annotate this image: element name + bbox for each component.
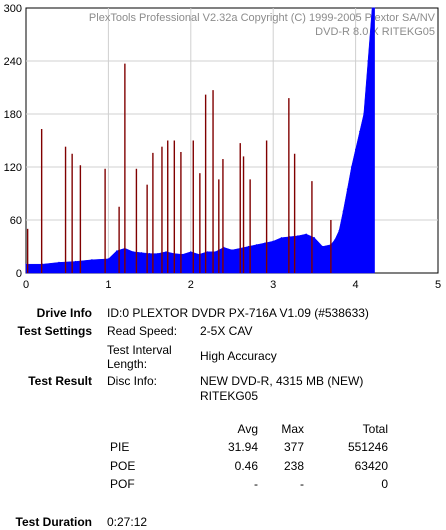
pie-point-17 (206, 251, 208, 253)
pie-point-3 (74, 260, 77, 263)
chart: PlexTools Professional V2.32a Copyright … (4, 3, 441, 291)
y-tick-labels: 0 60 120 180 240 300 (4, 3, 22, 280)
pie-point-9 (140, 252, 142, 254)
chart-svg: PlexTools Professional V2.32a Copyright … (4, 3, 441, 291)
read-speed-value: 2-5X CAV (200, 324, 253, 338)
y-tick-label-1: 60 (10, 215, 22, 227)
stats-row-pie-avg: 31.94 (227, 440, 258, 454)
stats-row-poe-avg: 0.46 (234, 459, 258, 473)
interval-label-line-1: Test Interval (107, 343, 172, 357)
pie-point-36 (346, 188, 348, 190)
stats-row-pof-max: - (300, 477, 304, 491)
x-tick-label-3: 3 (270, 279, 276, 291)
disc-info-value-line-2: RITEKG05 (200, 389, 259, 403)
stats-row-pof-avg: - (254, 477, 258, 491)
y-tick-label-0: 0 (16, 268, 22, 280)
y-tick-label-2: 120 (4, 162, 22, 174)
y-tick-label-4: 240 (4, 56, 22, 68)
test-settings-label: Test Settings (17, 324, 92, 338)
test-duration-label: Test Duration (15, 515, 92, 529)
stats-header-total: Total (362, 422, 388, 436)
pie-point-33 (334, 238, 336, 241)
pie-point-39 (359, 131, 361, 133)
pie-point-11 (157, 252, 159, 255)
stats-row-pof-name: POF (110, 477, 135, 491)
stats-row-pie-total: 551246 (347, 440, 388, 454)
pie-point-18 (214, 251, 217, 253)
stats-row-pie-name: PIE (110, 440, 130, 454)
pie-point-31 (322, 245, 324, 248)
pie-point-40 (363, 113, 365, 115)
pie-point-29 (305, 233, 307, 235)
pie-point-0 (25, 263, 27, 265)
pie-point-10 (149, 252, 151, 255)
drive-info-label: Drive Info (36, 306, 92, 320)
pie-point-4 (91, 259, 93, 261)
pie-point-28 (297, 235, 299, 237)
pie-point-30 (313, 237, 315, 239)
pie-point-12 (165, 251, 167, 253)
pie-point-23 (256, 244, 258, 246)
x-tick-label-4: 4 (353, 279, 359, 291)
pie-point-14 (181, 253, 184, 256)
test-result-label: Test Result (28, 374, 92, 388)
x-tick-label-5: 5 (435, 279, 441, 291)
pie-point-37 (350, 166, 353, 168)
stats-row-pof-total: 0 (381, 477, 388, 491)
drive-info-value: ID:0 PLEXTOR DVDR PX-716A V1.09 (#538633… (107, 306, 369, 320)
pie-point-43 (373, 7, 376, 9)
x-tick-labels: 0 1 2 3 4 5 (23, 279, 441, 291)
pie-point-5 (107, 258, 109, 260)
watermark-line-2: DVD-R 8.0 X RITEKG05 (315, 26, 435, 38)
stats-row-pie-max: 377 (283, 440, 304, 454)
pie-point-41 (367, 60, 369, 62)
stats-row-poe-name: POE (110, 459, 136, 473)
pie-point-15 (190, 251, 192, 253)
disc-info-value-line-1: NEW DVD-R, 4315 MB (NEW) (200, 374, 364, 388)
pie-point-34 (338, 230, 340, 232)
pie-point-6 (116, 250, 118, 252)
interval-label-line-2: Length: (107, 357, 148, 371)
read-speed-label: Read Speed: (107, 324, 178, 338)
series-red (26, 63, 332, 273)
y-tick-label-5: 300 (4, 3, 22, 15)
watermark-line-1: PlexTools Professional V2.32a Copyright … (89, 12, 436, 24)
pie-point-26 (280, 237, 283, 239)
x-tick-label-2: 2 (188, 279, 194, 291)
pie-point-25 (272, 240, 274, 242)
pie-point-42 (371, 7, 373, 9)
stats-header-max: Max (281, 422, 304, 436)
x-tick-label-0: 0 (23, 279, 29, 291)
x-tick-label-1: 1 (105, 279, 111, 291)
stats-row-poe-max: 238 (283, 459, 304, 473)
test-duration-value: 0:27:12 (107, 515, 148, 529)
pie-point-20 (231, 249, 233, 251)
series-blue (25, 7, 376, 274)
stats-header-avg: Avg (237, 422, 258, 436)
pie-point-24 (264, 242, 266, 244)
plot-background (25, 7, 439, 274)
pie-point-8 (132, 251, 134, 253)
stats-row-poe-total: 63420 (354, 459, 388, 473)
interval-value: High Accuracy (200, 349, 277, 363)
pie-point-35 (342, 210, 344, 212)
y-tick-label-3: 180 (4, 109, 22, 121)
pie-point-22 (247, 245, 250, 248)
pie-point-2 (58, 261, 60, 263)
pie-point-38 (355, 148, 357, 150)
disc-info-label: Disc Info: (107, 374, 158, 388)
